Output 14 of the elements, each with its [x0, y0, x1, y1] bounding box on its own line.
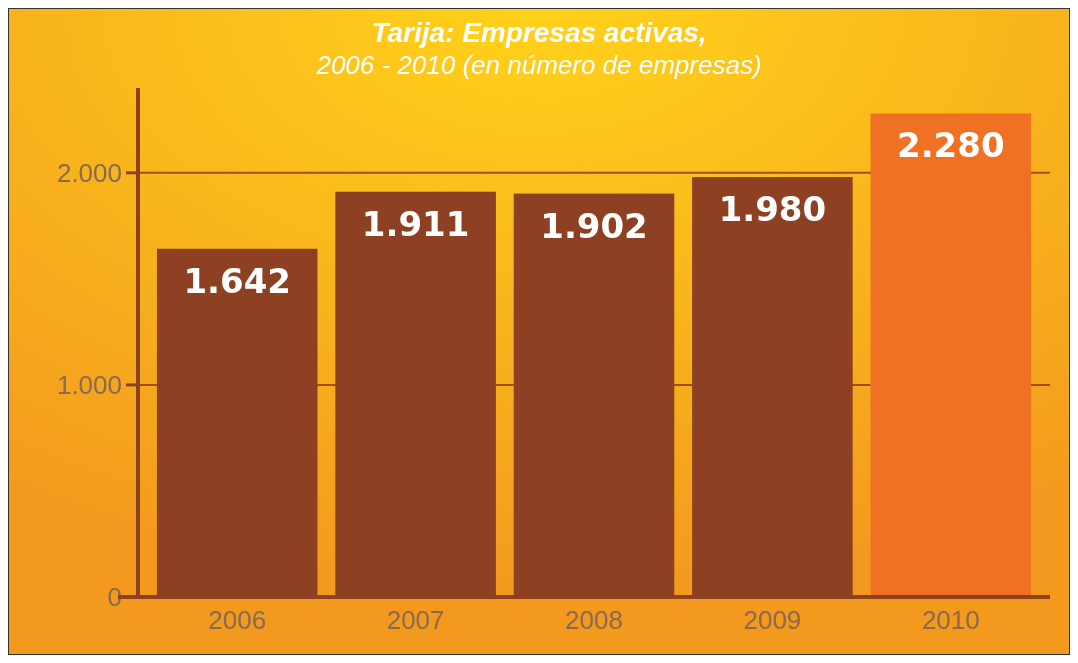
data-label: 2.280	[897, 125, 1005, 166]
data-label: 1.902	[540, 205, 648, 246]
data-label: 1.911	[361, 203, 470, 244]
x-tick-label: 2007	[386, 605, 445, 635]
y-tick-label: 1.000	[56, 370, 122, 401]
x-tick-label: 2006	[208, 605, 267, 635]
x-tick-label: 2008	[565, 605, 623, 635]
chart-title: Tarija: Empresas activas,	[371, 17, 707, 48]
y-tick-label: 2.000	[56, 157, 122, 188]
data-label: 1.980	[718, 189, 827, 230]
chart-subtitle: 2006 - 2010 (en número de empresas)	[315, 50, 762, 80]
data-label: 1.642	[183, 260, 291, 301]
x-tick-label: 2010	[921, 605, 980, 635]
x-tick-label: 2009	[743, 605, 802, 635]
